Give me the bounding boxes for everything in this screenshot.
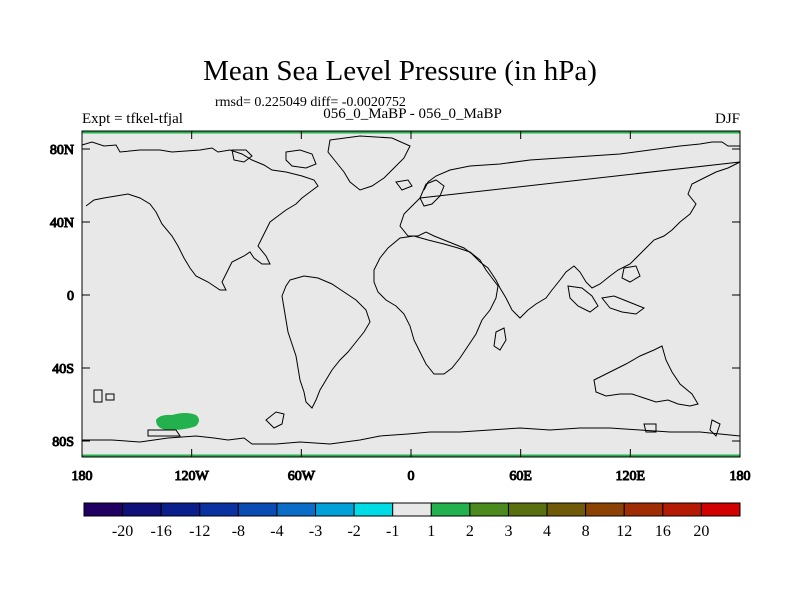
- comparison-label: 056_0_MaBP - 056_0_MaBP: [323, 106, 502, 122]
- colorbar: -20 -16 -12 -8 -4 -3 -2 -1 1 2 3 4 8 12 16 20: [83, 502, 741, 540]
- coastline-southeast-asia: [567, 285, 599, 313]
- experiment-label: Expt = tfkel-tfjal: [82, 111, 183, 127]
- coastline-antarctica: [82, 427, 741, 445]
- colorbar-label: -12: [189, 523, 210, 540]
- colorbar-swatch: [237, 502, 278, 517]
- colorbar-label: -3: [309, 523, 322, 540]
- coastline-arctic-island: [231, 149, 253, 163]
- colorbar-label: 3: [504, 523, 512, 540]
- coastlines: [81, 135, 741, 445]
- coastline-iceland: [395, 179, 413, 191]
- coastline-ice-shelf: [147, 429, 181, 437]
- coastline-canada-archipelago: [285, 149, 317, 169]
- coastline-africa: [373, 235, 499, 375]
- map-field: [82, 131, 740, 457]
- colorbar-swatch: [662, 502, 702, 517]
- x-tick-label: 120E: [616, 469, 646, 484]
- coastline-indonesia: [601, 295, 646, 315]
- colorbar-swatch: [122, 502, 162, 517]
- coastline-australia: [593, 345, 699, 407]
- colorbar-label: 4: [543, 523, 551, 540]
- coastline-north-america: [81, 141, 319, 291]
- colorbar-label: 2: [466, 523, 474, 540]
- colorbar-label: -4: [270, 523, 283, 540]
- coastline-japan: [621, 265, 641, 283]
- coastline-antarctic-peninsula: [265, 411, 285, 429]
- x-axis: 180 120W 60W 0 60E 120E 180: [71, 131, 751, 485]
- colorbar-label: 12: [616, 523, 632, 540]
- plot-title: Mean Sea Level Pressure (in hPa): [203, 55, 597, 87]
- colorbar-swatch: [392, 502, 432, 517]
- coastline-new-zealand: [709, 419, 721, 437]
- colorbar-swatch: [585, 502, 625, 517]
- coastline-south-america: [281, 275, 371, 409]
- anomaly-patch: [156, 413, 199, 430]
- coastline-tasmania: [643, 423, 657, 433]
- colorbar-swatch: [700, 502, 741, 517]
- y-tick-label: 80S: [52, 435, 74, 450]
- coastline-scandinavia: [419, 179, 445, 207]
- colorbar-swatch: [276, 502, 317, 517]
- colorbar-label: -1: [386, 523, 399, 540]
- colorbar-swatch: [199, 502, 239, 517]
- coastline-island: [105, 393, 115, 401]
- colorbar-label: -2: [347, 523, 360, 540]
- colorbar-swatch: [507, 502, 548, 517]
- x-tick-label: 180: [72, 469, 93, 484]
- x-tick-label: 0: [408, 469, 415, 484]
- y-tick-label: 40N: [50, 216, 74, 231]
- coastline-eurasia: [399, 141, 741, 319]
- colorbar-swatch: [623, 502, 664, 517]
- colorbar-swatch: [469, 502, 509, 517]
- colorbar-swatch: [353, 502, 394, 517]
- y-tick-label: 80N: [50, 143, 74, 158]
- colorbar-label: 1: [427, 523, 435, 540]
- x-tick-label: 60E: [509, 469, 532, 484]
- y-tick-label: 0: [67, 289, 74, 304]
- coastline-island: [93, 389, 103, 403]
- colorbar-swatch: [83, 502, 124, 517]
- colorbar-swatch: [430, 502, 471, 517]
- coastline-greenland: [327, 135, 411, 191]
- y-tick-label: 40S: [52, 362, 74, 377]
- colorbar-swatch: [315, 502, 355, 517]
- x-tick-label: 180: [730, 469, 751, 484]
- colorbar-label: -16: [151, 523, 172, 540]
- colorbar-label: 16: [655, 523, 671, 540]
- colorbar-swatch: [546, 502, 587, 517]
- colorbar-swatch: [160, 502, 201, 517]
- colorbar-label: -8: [232, 523, 245, 540]
- plot-subtitle: rmsd= 0.225049 diff= -0.0020752: [215, 95, 406, 110]
- x-tick-label: 60W: [288, 469, 316, 484]
- colorbar-label: 8: [582, 523, 590, 540]
- season-label: DJF: [714, 111, 740, 127]
- y-axis: 80N 40N 0 40S 80S: [49, 143, 740, 451]
- colorbar-label: 20: [693, 523, 709, 540]
- x-tick-label: 120W: [175, 469, 210, 484]
- colorbar-label: -20: [112, 523, 133, 540]
- coastline-madagascar: [493, 327, 507, 351]
